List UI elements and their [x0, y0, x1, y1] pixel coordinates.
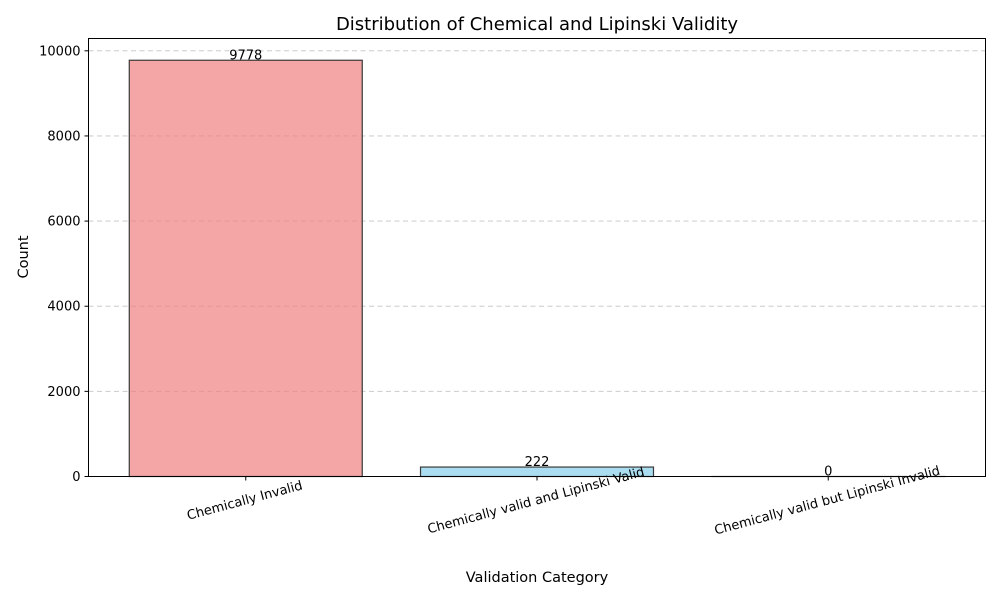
bar-value-label: 0	[824, 465, 832, 480]
y-axis-label: Count	[16, 235, 32, 278]
y-tick-label: 8000	[47, 129, 80, 144]
y-tick-label: 0	[72, 470, 80, 485]
bar-value-label: 9778	[229, 48, 262, 63]
bar-1	[129, 60, 362, 476]
y-tick-label: 2000	[47, 385, 80, 400]
bars	[129, 60, 944, 476]
x-axis-label: Validation Category	[466, 570, 609, 586]
bar-value-label: 222	[525, 455, 550, 470]
y-tick-label: 4000	[47, 300, 80, 315]
y-tick-label: 6000	[47, 215, 80, 230]
y-tick-label: 10000	[39, 44, 80, 59]
chart-title: Distribution of Chemical and Lipinski Va…	[336, 14, 738, 35]
x-tick-label: Chemically Invalid	[185, 478, 304, 523]
y-axis-ticks: 0 2000 4000 6000 8000 10000	[39, 44, 88, 485]
